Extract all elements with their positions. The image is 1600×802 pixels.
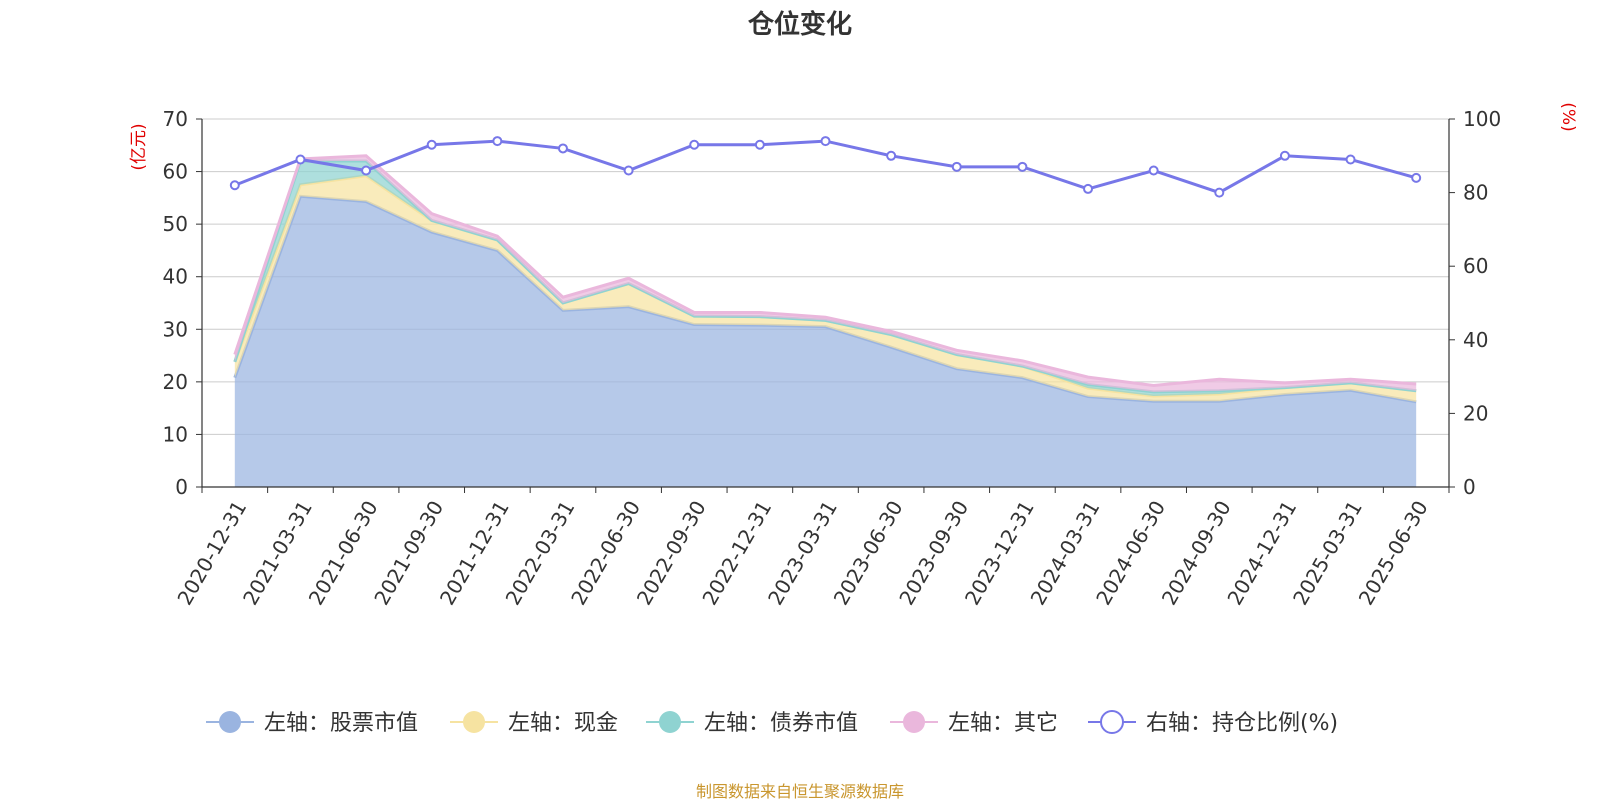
left-axis-unit: (亿元)	[129, 123, 149, 170]
ratio-point	[820, 136, 831, 147]
legend-marker	[903, 711, 925, 733]
legend-label: 左轴：现金	[508, 711, 618, 736]
left-axis-tick-label: 50	[163, 212, 188, 236]
legend-marker	[1100, 710, 1124, 734]
x-axis-tick-label: 2023-03-31	[763, 497, 842, 610]
left-axis-tick-label: 70	[163, 107, 188, 131]
x-axis-tick-label: 2024-09-30	[1157, 497, 1236, 610]
legend-item: 左轴：债券市值	[646, 711, 858, 736]
ratio-point	[1017, 161, 1028, 172]
x-axis-tick-label: 2025-03-31	[1288, 497, 1367, 610]
legend-label: 左轴：债券市值	[704, 711, 858, 736]
ratio-point	[557, 143, 568, 154]
legend-item: 左轴：其它	[890, 711, 1058, 736]
ratio-point	[1148, 165, 1159, 176]
ratio-point	[1214, 187, 1225, 198]
x-axis-tick-label: 2021-06-30	[304, 497, 383, 610]
ratio-point	[1411, 172, 1422, 183]
x-axis-tick-label: 2021-09-30	[369, 497, 448, 610]
legend-item: 左轴：现金	[450, 711, 618, 736]
area-fill	[234, 175, 1417, 402]
left-axis-tick-label: 0	[175, 475, 188, 499]
ratio-point	[426, 139, 437, 150]
ratio-point	[1083, 183, 1094, 194]
ratio-point	[229, 180, 240, 191]
legend-item: 左轴：股票市值	[206, 711, 418, 736]
x-axis-tick-label: 2021-03-31	[238, 497, 317, 610]
ratio-point	[295, 154, 306, 165]
x-axis-tick-label: 2024-03-31	[1026, 497, 1105, 610]
x-axis-tick-label: 2023-09-30	[894, 497, 973, 610]
right-axis-tick-label: 20	[1463, 401, 1488, 425]
right-axis-tick-label: 80	[1463, 181, 1488, 205]
x-axis-tick-label: 2022-09-30	[632, 497, 711, 610]
legend-marker	[463, 711, 485, 733]
ratio-point	[492, 136, 503, 147]
right-axis-tick-label: 100	[1463, 107, 1501, 131]
ratio-line	[234, 139, 1417, 195]
right-axis-tick-label: 60	[1463, 254, 1488, 278]
ratio-point	[689, 139, 700, 150]
legend-label: 右轴：持仓比例(%)	[1146, 711, 1338, 736]
source-note: 制图数据来自恒生聚源数据库	[695, 782, 904, 801]
left-axis-tick-label: 60	[163, 160, 188, 184]
ratio-point	[623, 165, 634, 176]
legend-marker	[659, 711, 681, 733]
area-top-line	[233, 154, 1417, 388]
ratio-point	[1345, 154, 1356, 165]
legend-label: 左轴：其它	[948, 711, 1058, 736]
x-axis-tick-label: 2025-06-30	[1354, 497, 1433, 610]
x-axis-tick-label: 2024-06-30	[1091, 497, 1170, 610]
x-axis-tick-label: 2023-12-31	[960, 497, 1039, 610]
left-axis-tick-label: 30	[163, 317, 188, 341]
legend-label: 左轴：股票市值	[264, 711, 418, 736]
x-axis-tick-label: 2022-06-30	[566, 497, 645, 610]
area-fill	[234, 196, 1417, 487]
ratio-point	[951, 161, 962, 172]
legend: 左轴：股票市值 左轴：现金 左轴：债券市值 左轴：其它 右轴：持仓比例(%)	[206, 710, 1338, 736]
right-axis-tick-label: 0	[1463, 475, 1476, 499]
x-axis-tick-label: 2022-03-31	[501, 497, 580, 610]
stacked-areas	[233, 154, 1417, 487]
ratio-line-series	[229, 136, 1422, 198]
left-axis-tick-label: 20	[163, 370, 188, 394]
right-axis-tick-label: 40	[1463, 328, 1488, 352]
right-axis-unit: (%)	[1558, 102, 1578, 131]
x-axis-tick-label: 2021-12-31	[435, 497, 514, 610]
x-axis-tick-label: 2023-06-30	[829, 497, 908, 610]
left-axis-tick-label: 40	[163, 265, 188, 289]
legend-item: 右轴：持仓比例(%)	[1088, 710, 1338, 736]
ratio-point	[1279, 150, 1290, 161]
ratio-point	[886, 150, 897, 161]
legend-marker	[219, 711, 241, 733]
left-axis-tick-label: 10	[163, 422, 188, 446]
x-axis-tick-label: 2024-12-31	[1222, 497, 1301, 610]
x-axis-tick-label: 2020-12-31	[172, 497, 251, 610]
ratio-point	[361, 165, 372, 176]
x-axis-tick-label: 2022-12-31	[697, 497, 776, 610]
ratio-point	[754, 139, 765, 150]
chart-title: 仓位变化	[747, 9, 852, 40]
